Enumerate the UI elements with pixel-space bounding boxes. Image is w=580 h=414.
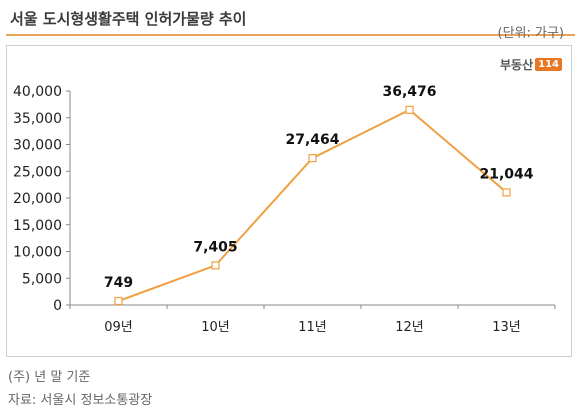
data-point [405, 105, 414, 114]
x-tick-label: 12년 [395, 320, 424, 335]
source-note: 자료: 서울시 정보소통광장 [8, 393, 153, 408]
x-tick-label: 10년 [201, 320, 230, 335]
y-tick-label: 30,000 [13, 138, 62, 154]
logo-badge: 114 [535, 58, 562, 71]
chart-title: 서울 도시형생활주택 인허가물량 추이 [10, 10, 247, 28]
unit-label: (단위: 가구) [497, 26, 565, 41]
y-tick-label: 10,000 [13, 245, 62, 261]
data-point [211, 261, 220, 270]
title-divider [6, 34, 575, 36]
data-point [502, 188, 511, 197]
data-point [114, 296, 123, 306]
y-tick-label: 20,000 [13, 191, 62, 207]
logo: 부동산 114 [500, 56, 562, 73]
x-tick-label: 09년 [104, 320, 133, 335]
data-point [308, 153, 317, 163]
data-label: 749 [104, 275, 133, 291]
data-label: 21,044 [479, 166, 533, 182]
data-label: 36,476 [382, 84, 436, 100]
y-tick-label: 40,000 [13, 84, 62, 100]
chart-frame [6, 45, 572, 357]
y-tick-label: 5,000 [22, 271, 62, 287]
x-axis-group: 09년 10년 11년 12년 13년 [69, 304, 556, 335]
logo-text: 부동산 [500, 58, 534, 72]
x-tick-label: 13년 [492, 320, 521, 335]
y-axis-group: 0 5,000 10,000 15,000 20,000 25,000 30,000 35,0… [13, 84, 71, 314]
y-tick-label: 25,000 [13, 164, 62, 180]
y-tick-label: 35,000 [13, 111, 62, 127]
y-tick-label: 0 [53, 298, 62, 314]
data-label-group: 749 7,405 27,464 36,476 21,044 [104, 84, 534, 291]
series-group [114, 105, 511, 306]
y-tick-label: 15,000 [13, 218, 62, 234]
footnote: (주) 년 말 기준 [8, 370, 91, 385]
data-label: 27,464 [285, 132, 339, 148]
x-tick-label: 11년 [298, 320, 327, 335]
data-label: 7,405 [193, 239, 237, 255]
